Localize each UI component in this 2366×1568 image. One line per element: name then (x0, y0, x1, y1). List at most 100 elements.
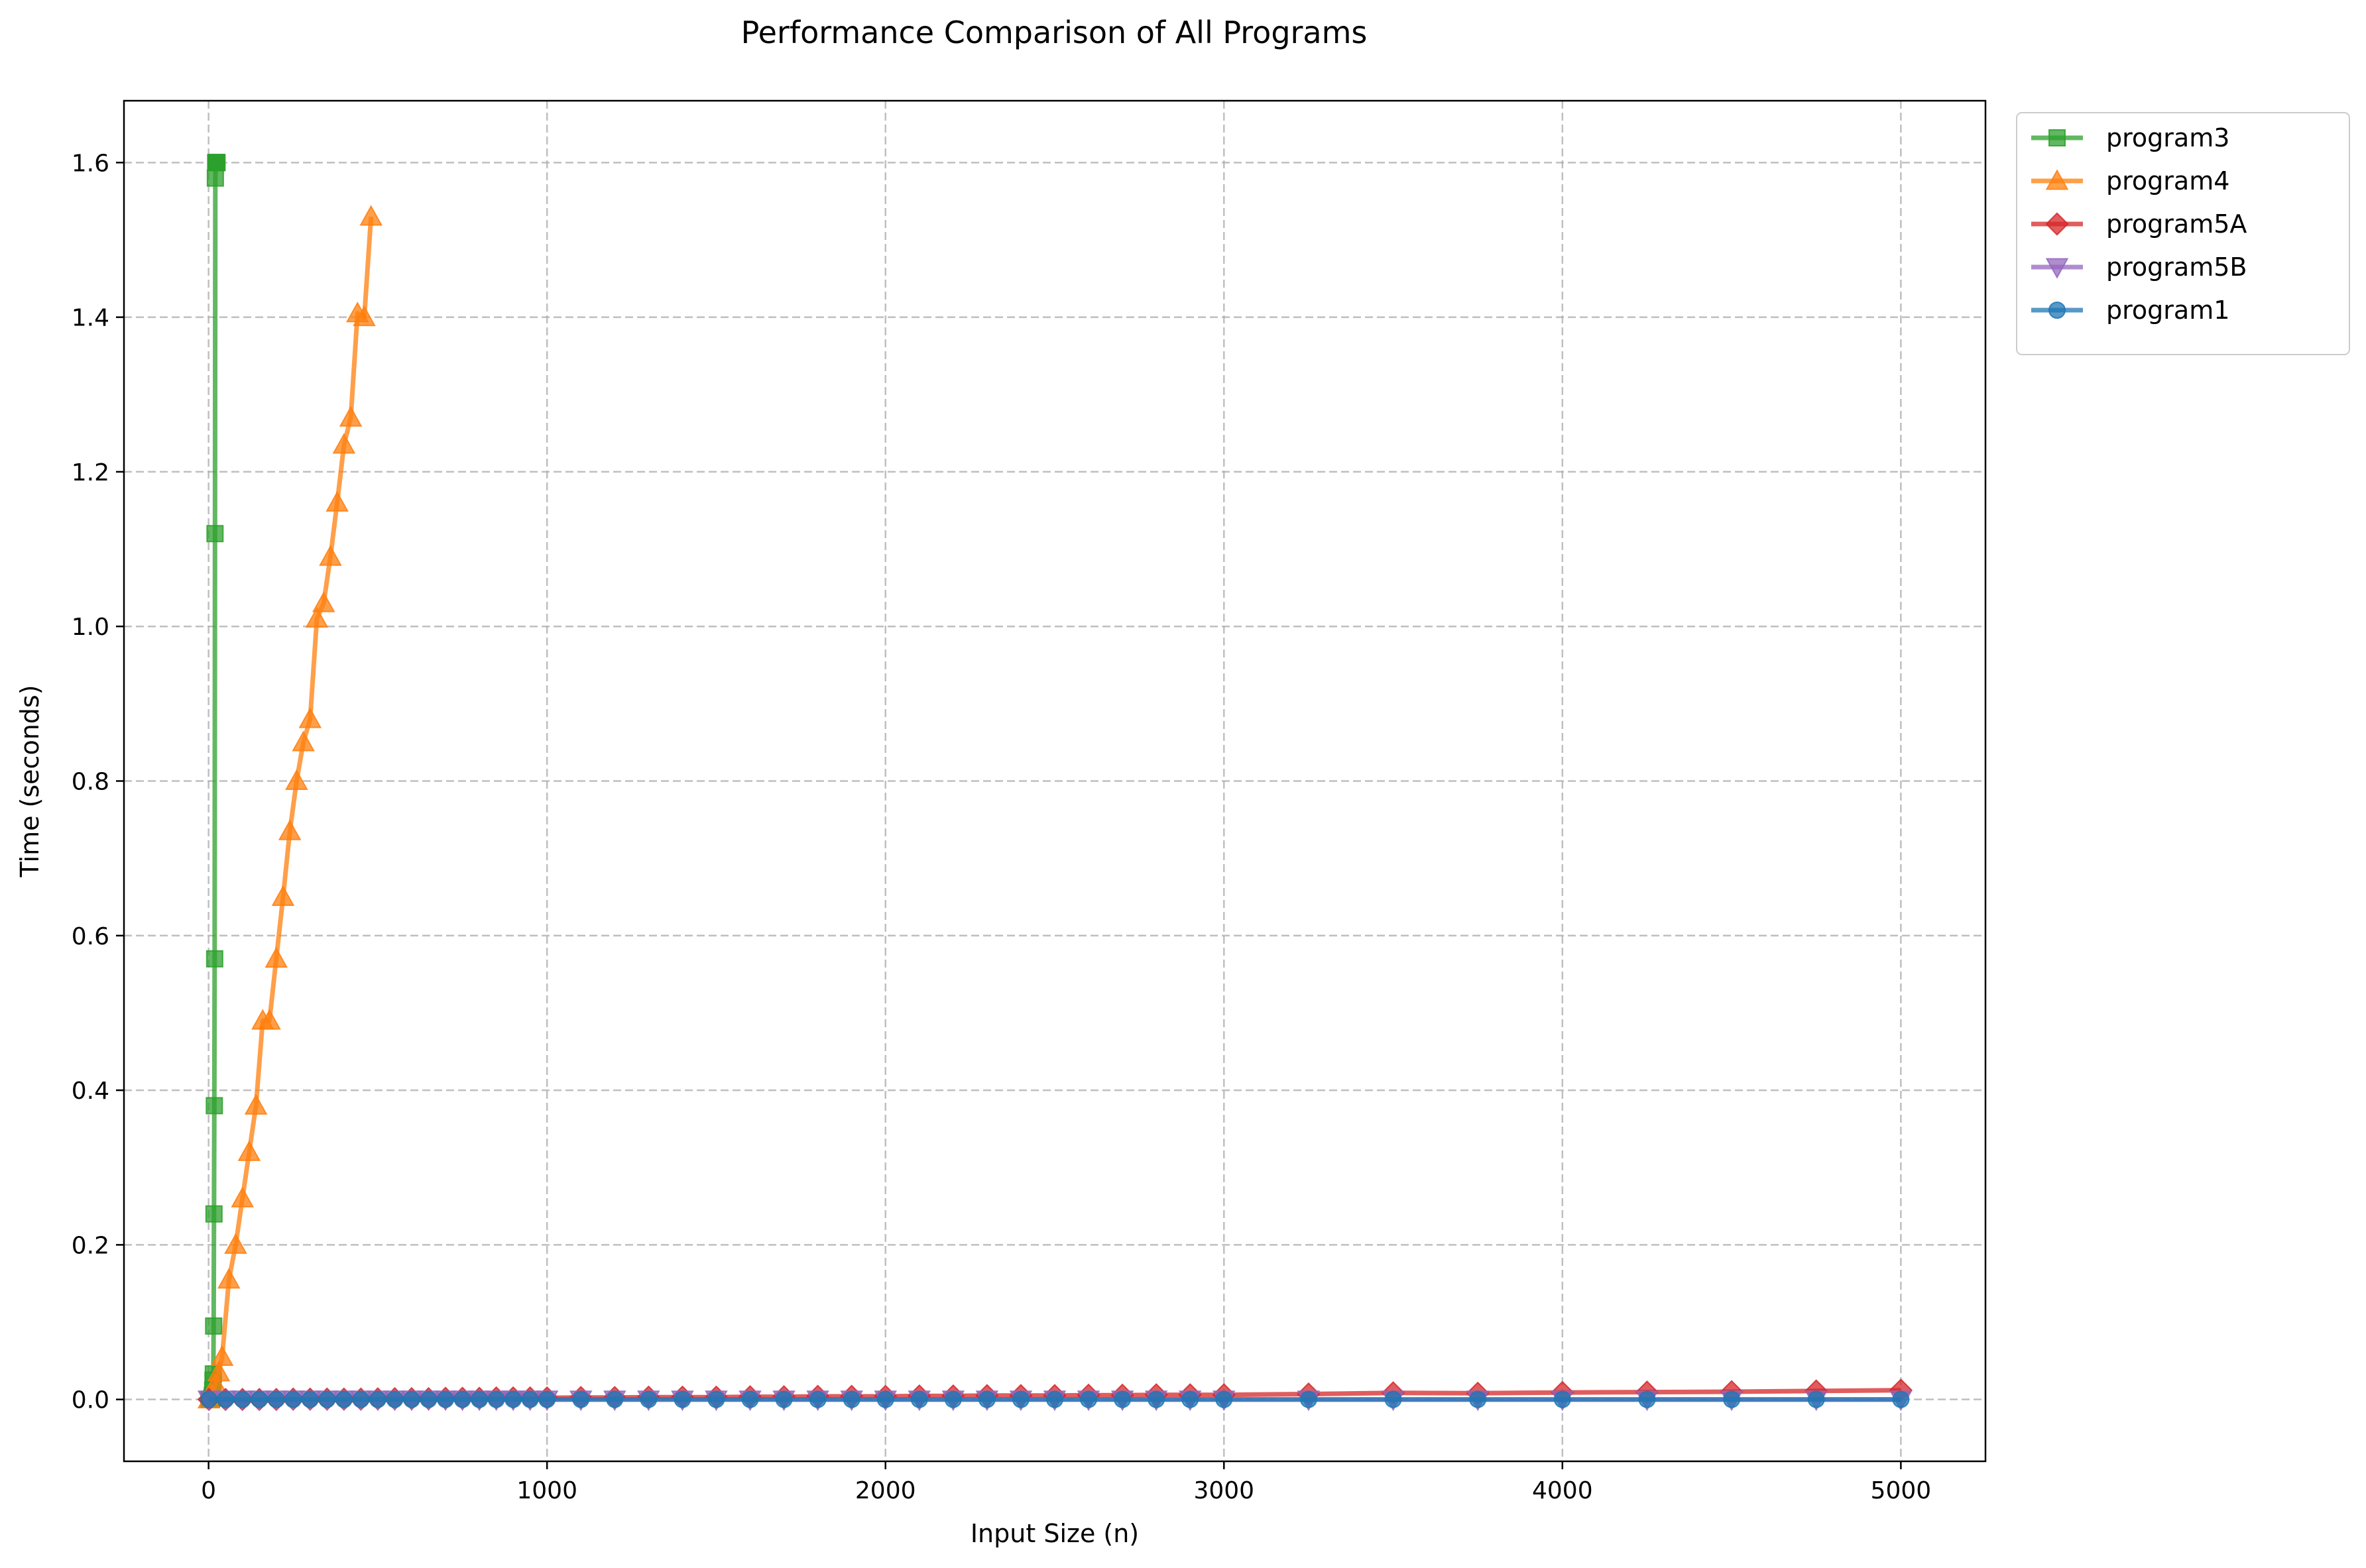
series-program1 (200, 1390, 1910, 1408)
data-point-program4 (231, 1186, 254, 1207)
data-point-program1 (1046, 1390, 1063, 1408)
data-point-program4 (210, 1345, 234, 1367)
data-point-program1 (944, 1390, 962, 1408)
data-point-program1 (335, 1390, 353, 1408)
data-point-program1 (843, 1390, 860, 1408)
data-point-program1 (386, 1390, 404, 1408)
y-tick-label: 1.6 (72, 150, 109, 177)
legend-item-program1: program1 (2031, 296, 2229, 325)
data-point-program1 (521, 1390, 539, 1408)
legend-label: program3 (2106, 123, 2229, 152)
data-point-program4 (217, 1268, 241, 1289)
data-point-program1 (1892, 1390, 1910, 1408)
data-point-program3 (208, 154, 226, 172)
data-point-program1 (352, 1390, 370, 1408)
data-point-program1 (1012, 1390, 1030, 1408)
data-point-program4 (305, 606, 329, 628)
y-tick-label: 0.8 (72, 769, 109, 796)
data-point-program1 (1181, 1390, 1199, 1408)
x-tick-label: 3000 (1193, 1477, 1254, 1504)
chart-title: Performance Comparison of All Programs (741, 15, 1368, 50)
legend-label: program5A (2106, 209, 2247, 239)
data-point-program1 (741, 1390, 759, 1408)
y-axis-label: Time (seconds) (15, 685, 44, 877)
data-point-program1 (233, 1390, 251, 1408)
data-point-program1 (910, 1390, 928, 1408)
data-point-program1 (1384, 1390, 1402, 1408)
data-point-program4 (244, 1093, 268, 1115)
x-tick-label: 2000 (855, 1477, 916, 1504)
y-tick-label: 0.6 (72, 923, 109, 950)
data-point-program4 (325, 490, 349, 512)
data-point-program4 (258, 1009, 281, 1030)
data-point-program1 (640, 1390, 658, 1408)
data-point-program1 (606, 1390, 624, 1408)
y-tick-label: 1.4 (72, 305, 109, 332)
data-point-program3 (206, 950, 223, 968)
data-point-program1 (538, 1390, 556, 1408)
data-point-program4 (285, 769, 308, 790)
data-point-program1 (775, 1390, 793, 1408)
data-point-program3 (206, 1097, 223, 1115)
data-point-program1 (420, 1390, 438, 1408)
data-point-program1 (876, 1390, 894, 1408)
data-point-program1 (1723, 1390, 1741, 1408)
data-point-program4 (298, 707, 322, 728)
data-point-program4 (339, 406, 363, 427)
data-point-program1 (1469, 1390, 1487, 1408)
x-tick-label: 1000 (516, 1477, 577, 1504)
y-tick-label: 0.0 (72, 1387, 109, 1414)
data-point-program1 (1215, 1390, 1233, 1408)
data-point-program1 (1638, 1390, 1656, 1408)
data-point-program4 (312, 591, 335, 612)
data-point-program1 (369, 1390, 386, 1408)
data-point-program1 (487, 1390, 505, 1408)
data-point-program4 (265, 947, 288, 968)
legend-box (2016, 112, 2350, 355)
x-axis-ticks: 0 1000 2000 3000 4000 5000 (201, 1461, 1931, 1504)
data-point-program3 (206, 169, 224, 187)
data-point-program1 (809, 1390, 827, 1408)
data-point-program1 (301, 1390, 319, 1408)
data-point-program1 (1553, 1390, 1571, 1408)
data-point-program1 (318, 1390, 336, 1408)
data-point-program1 (284, 1390, 302, 1408)
data-point-program1 (707, 1390, 725, 1408)
legend-item-program5B: program5B (2031, 252, 2247, 282)
legend-marker (2045, 169, 2069, 190)
legend: program3 program4 program5A program5B progra… (2016, 112, 2350, 355)
y-tick-label: 0.2 (72, 1232, 109, 1259)
grid-lines (124, 101, 1985, 1461)
y-tick-label: 1.0 (72, 614, 109, 641)
data-point-program4 (332, 433, 356, 454)
legend-item-program5A: program5A (2031, 209, 2247, 239)
data-point-program4 (271, 885, 295, 906)
data-point-program1 (251, 1390, 268, 1408)
data-point-program1 (1148, 1390, 1165, 1408)
series-layer (197, 154, 1913, 1412)
data-point-program1 (402, 1390, 420, 1408)
y-tick-label: 0.4 (72, 1078, 109, 1105)
legend-label: program1 (2106, 296, 2229, 325)
data-point-program1 (504, 1390, 522, 1408)
legend-label: program5B (2106, 252, 2247, 282)
legend-marker (2048, 302, 2066, 319)
data-point-program4 (224, 1233, 247, 1254)
legend-marker (2045, 212, 2069, 236)
data-point-program1 (1080, 1390, 1098, 1408)
legend-label: program4 (2106, 166, 2229, 196)
data-point-program1 (674, 1390, 691, 1408)
data-point-program3 (206, 525, 224, 543)
data-point-program1 (1299, 1390, 1317, 1408)
data-point-program1 (1807, 1390, 1825, 1408)
data-point-program1 (453, 1390, 471, 1408)
data-point-program4 (359, 205, 383, 226)
legend-item-program4: program4 (2031, 166, 2229, 196)
legend-marker (2045, 258, 2069, 279)
data-point-program1 (471, 1390, 489, 1408)
legend-marker (2048, 129, 2066, 146)
data-point-program1 (572, 1390, 590, 1408)
x-tick-label: 5000 (1871, 1477, 1932, 1504)
